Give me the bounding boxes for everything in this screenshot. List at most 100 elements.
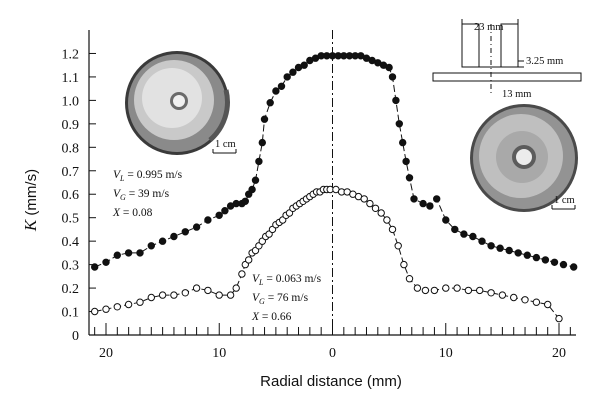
- scale-bar-left-label: 1 cm: [215, 139, 236, 150]
- series-2-point: [453, 284, 461, 292]
- series-2-point: [147, 293, 156, 302]
- series-2-point: [421, 286, 430, 295]
- series-1-point: [541, 256, 550, 264]
- y-tick-label: 0: [72, 329, 79, 344]
- series-2-point: [366, 199, 374, 208]
- series-2-point: [498, 291, 507, 299]
- x-tick-label: 0: [329, 346, 336, 361]
- series-2-point: [388, 225, 397, 234]
- series-2-point: [394, 242, 402, 250]
- y-tick-label: 0.1: [62, 306, 80, 321]
- series-2-point: [377, 209, 385, 217]
- y-tick-label: 0.8: [62, 141, 80, 156]
- series-2-point: [510, 293, 518, 302]
- series-1-point: [399, 138, 407, 147]
- annotation-lower-line-2: VG = 76 m/s: [252, 292, 309, 306]
- series-2-point: [245, 256, 253, 264]
- series-2-point: [532, 298, 541, 306]
- photo-right: [470, 104, 578, 212]
- scale-bar-right-label: 1 cm: [554, 195, 575, 206]
- series-1-point: [385, 63, 393, 72]
- x-tick-label: 20: [552, 346, 566, 361]
- annotation-upper-1-value: = 0.995 m/s: [124, 169, 182, 181]
- series-1-point: [460, 230, 468, 238]
- series-1-point: [487, 242, 495, 250]
- nozzle-schematic: [432, 19, 582, 95]
- series-1-point: [514, 249, 522, 257]
- series-1-point: [451, 225, 459, 234]
- series-1-point: [277, 82, 286, 91]
- series-2-point: [544, 300, 552, 309]
- y-tick-label: 0.9: [62, 118, 80, 133]
- series-1-point: [221, 207, 229, 215]
- series-1-point: [248, 185, 256, 194]
- series-1-point: [570, 263, 578, 271]
- y-tick-label: 0.5: [62, 212, 80, 227]
- series-1-point: [442, 216, 450, 224]
- series-1-point: [181, 228, 190, 236]
- y-tick-label: 1.1: [62, 71, 80, 86]
- y-axis-title-symbol: K: [21, 218, 40, 232]
- annotation-lower: VL = 0.063 m/s VG = 76 m/s X = 0.66: [251, 273, 322, 323]
- series-1-point: [255, 157, 263, 166]
- series-2-point: [158, 291, 167, 299]
- series-2-point: [476, 286, 484, 295]
- x-axis-title: Radial distance (mm): [260, 373, 402, 390]
- series-2-point: [102, 305, 110, 313]
- series-1-point: [402, 157, 410, 166]
- y-axis-title-unit: (mm/s): [23, 169, 40, 216]
- series-1-point: [478, 237, 486, 245]
- series-1-point: [260, 115, 269, 123]
- series-2-point: [413, 284, 422, 292]
- series-1-point: [405, 174, 414, 182]
- annotation-upper-line-3: X = 0.08: [112, 207, 153, 219]
- series-1-point: [192, 223, 201, 231]
- annotation-lower-3-value: = 0.66: [259, 311, 292, 323]
- annotation-lower-2-symbol: V: [252, 292, 261, 304]
- annotation-upper-2-sub: G: [120, 193, 126, 202]
- series-2-point: [91, 307, 99, 316]
- series-1-point: [91, 263, 99, 271]
- series-2-point: [400, 260, 408, 269]
- series-2-point: [113, 303, 122, 311]
- annotation-lower-1-symbol: V: [252, 273, 261, 285]
- series-1-point: [251, 176, 260, 184]
- annotation-upper-1-sub: L: [119, 174, 125, 183]
- y-tick-label: 0.6: [62, 188, 80, 203]
- schematic-label-top: 23 mm: [474, 22, 503, 33]
- y-tick-label: 0.4: [62, 235, 80, 250]
- series-1-point: [158, 237, 167, 245]
- annotation-lower-1-sub: L: [258, 278, 264, 287]
- series-1-point: [433, 195, 441, 203]
- series-1-point: [496, 244, 504, 252]
- series-1-point: [272, 87, 280, 95]
- series-2-line: [94, 189, 560, 319]
- series-1-point: [102, 258, 110, 266]
- series-2-point: [464, 286, 473, 295]
- series-1-point: [147, 242, 156, 250]
- series-1-point: [204, 216, 212, 224]
- series-2-point: [215, 291, 223, 299]
- series-1-point: [283, 73, 291, 81]
- annotation-lower-line-1: VL = 0.063 m/s: [252, 273, 322, 287]
- series-2-point: [226, 291, 235, 299]
- annotation-upper-1-symbol: V: [113, 169, 122, 181]
- annotation-lower-line-3: X = 0.66: [251, 311, 292, 323]
- series-1-point: [523, 251, 531, 259]
- annotation-upper-line-1: VL = 0.995 m/s: [113, 169, 183, 183]
- series-1-point: [136, 249, 144, 257]
- y-axis-title: K (mm/s): [21, 169, 40, 232]
- annotation-upper-2-symbol: V: [113, 188, 122, 200]
- scale-bar-right: 1 cm: [551, 195, 576, 210]
- series-1-point: [392, 96, 400, 105]
- plot-area: 0 0.1 0.2 0.3 0.4 0.5 0.6 0.7 0.8 0.9 1.0 1.1 1.2 20 1…: [62, 30, 578, 361]
- series-1-point: [505, 246, 513, 255]
- series-1-point: [388, 73, 397, 81]
- x-tick-label: 10: [439, 346, 453, 361]
- series-1-point: [113, 251, 122, 259]
- annotation-lower-2-sub: G: [259, 297, 265, 306]
- series-2-point: [192, 284, 201, 292]
- series-1-point: [410, 195, 418, 203]
- annotation-upper-line-2: VG = 39 m/s: [113, 188, 170, 202]
- photo-left: [125, 51, 230, 155]
